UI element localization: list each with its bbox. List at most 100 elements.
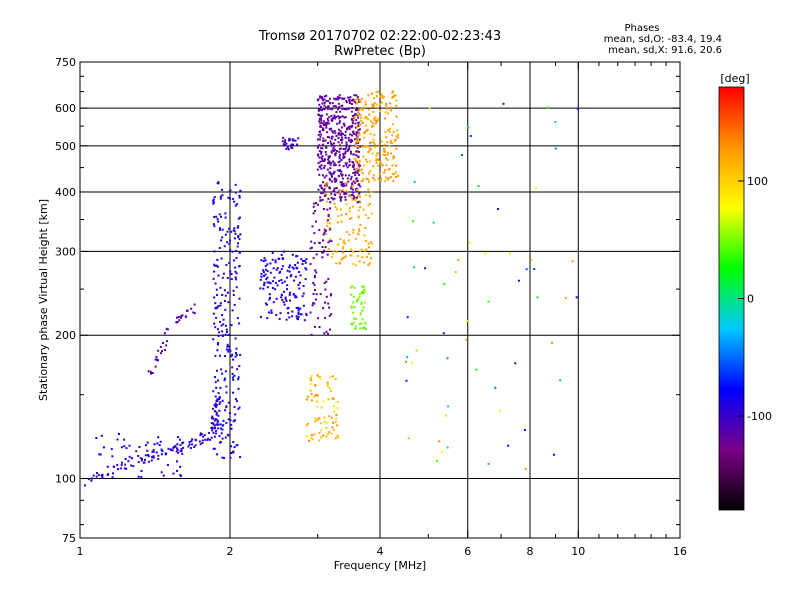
echo-point [287, 312, 290, 314]
echo-point [216, 265, 219, 268]
echo-point [367, 252, 370, 255]
echo-point [227, 348, 230, 351]
echo-point [344, 198, 347, 201]
echo-point [351, 107, 354, 109]
echo-point [215, 399, 218, 402]
echo-point [137, 475, 140, 478]
echo-point [234, 204, 237, 207]
echo-point [231, 309, 234, 312]
echo-point [336, 169, 339, 172]
echo-point [355, 132, 358, 135]
echo-point [269, 271, 272, 274]
echo-point [353, 306, 356, 309]
echo-point [368, 246, 370, 249]
echo-point [356, 96, 359, 99]
echo-point [336, 243, 339, 246]
echo-point [357, 194, 360, 197]
echo-point [358, 164, 361, 167]
echo-point [230, 355, 233, 358]
echo-point [144, 458, 146, 461]
echo-point [323, 184, 326, 187]
echo-point [333, 193, 336, 196]
echo-point [335, 208, 338, 211]
echo-point [354, 180, 357, 183]
echo-point [370, 212, 373, 215]
echo-point [194, 438, 197, 441]
echo-point [307, 395, 310, 398]
echo-point [215, 386, 218, 389]
echo-point [352, 153, 355, 156]
echo-point [191, 438, 194, 441]
echo-point [216, 423, 219, 426]
echo-point [291, 253, 294, 256]
echo-point [375, 90, 378, 93]
echo-point [226, 330, 228, 333]
echo-point [341, 247, 344, 250]
echo-point [155, 355, 158, 358]
echo-point [295, 296, 298, 299]
echo-point [326, 200, 329, 203]
echo-point [227, 196, 230, 199]
echo-point [180, 449, 183, 452]
echo-point [447, 405, 450, 408]
echo-point [342, 152, 345, 155]
echo-point [309, 311, 312, 314]
echo-point [469, 135, 472, 137]
echo-point [347, 194, 350, 197]
echo-point [358, 201, 360, 204]
echo-point [287, 148, 290, 151]
echo-point [218, 409, 221, 412]
echo-point [318, 417, 321, 420]
echo-point [147, 460, 150, 463]
echo-point [323, 166, 326, 169]
echo-point [350, 305, 353, 308]
echo-point [281, 281, 284, 284]
echo-point [365, 115, 368, 118]
echo-point [232, 294, 235, 296]
echo-point [229, 349, 232, 352]
echo-point [331, 135, 334, 138]
echo-point [283, 303, 286, 306]
echo-point [342, 251, 345, 254]
echo-point [386, 141, 389, 144]
echo-point [337, 132, 340, 135]
echo-point [155, 451, 158, 454]
echo-point [310, 393, 313, 396]
echo-point [344, 150, 347, 153]
echo-point [368, 160, 371, 163]
echo-point [377, 177, 380, 180]
echo-point [375, 154, 378, 157]
data-points [84, 90, 579, 487]
echo-point [373, 119, 376, 122]
echo-point [444, 414, 447, 417]
echo-point [281, 298, 284, 301]
echo-point [358, 138, 361, 141]
echo-point [234, 355, 237, 358]
echo-point [230, 445, 232, 448]
echo-point [358, 209, 360, 212]
echo-point [339, 261, 342, 264]
echo-point [334, 117, 337, 120]
echo-point [230, 324, 233, 327]
echo-point [361, 179, 364, 182]
echo-point [330, 119, 333, 122]
echo-point [294, 296, 297, 299]
echo-point [341, 185, 344, 188]
echo-point [321, 147, 324, 150]
echo-point [330, 313, 333, 316]
echo-point [310, 399, 313, 402]
echo-point [124, 463, 127, 466]
echo-point [285, 318, 288, 321]
echo-point [323, 101, 326, 104]
echo-point [318, 103, 321, 106]
echo-point [264, 302, 267, 305]
echo-point [236, 245, 239, 248]
echo-point [367, 178, 370, 181]
echo-point [371, 104, 374, 106]
x-axis-label: Frequency [MHz] [334, 559, 426, 572]
echo-point [337, 102, 340, 105]
echo-point [328, 136, 331, 139]
echo-point [214, 410, 217, 412]
echo-point [362, 306, 365, 309]
echo-point [222, 323, 225, 326]
